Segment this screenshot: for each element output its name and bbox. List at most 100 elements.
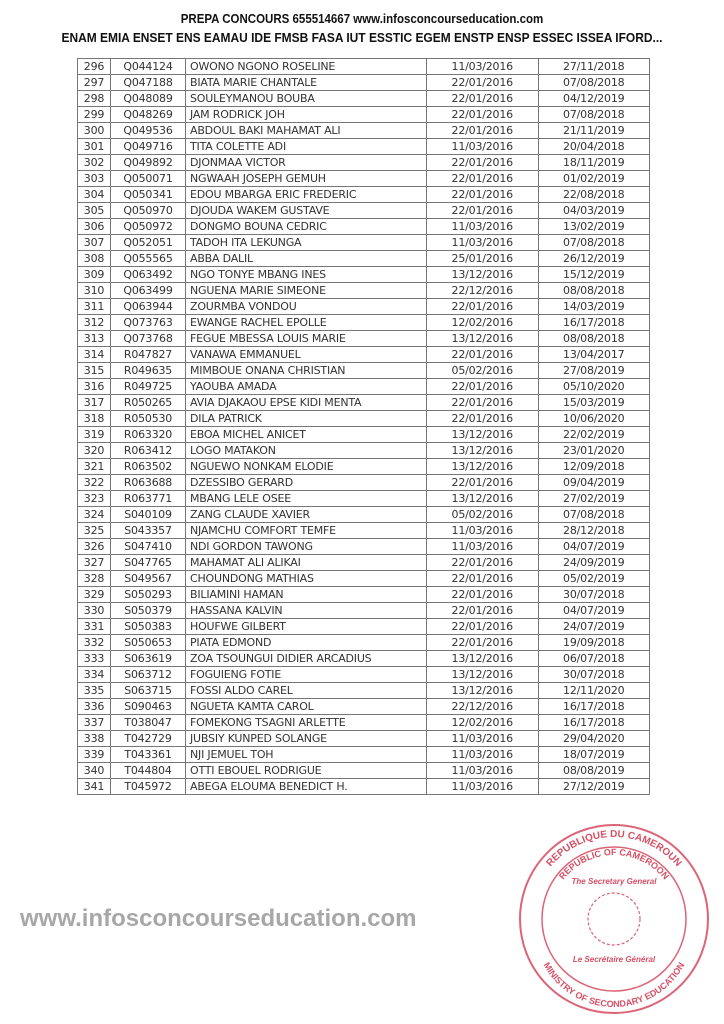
row-number: 322 — [77, 474, 111, 491]
candidate-code: S047765 — [110, 554, 186, 571]
candidate-code: Q050341 — [110, 186, 186, 203]
table-row: 302 Q049892 DJONMAA VICTOR 22/01/2016 18/11/… — [77, 154, 650, 171]
date-1: 22/01/2016 — [426, 202, 539, 219]
row-number: 331 — [77, 618, 111, 635]
date-2: 28/12/2018 — [537, 522, 650, 539]
table-row: 338 T042729 JUBSIY KUNPED SOLANGE 11/03/201… — [77, 730, 650, 747]
date-2: 27/02/2019 — [537, 490, 650, 507]
candidate-code: T038047 — [110, 714, 186, 731]
date-1: 11/03/2016 — [426, 522, 539, 539]
date-1: 13/12/2016 — [426, 458, 539, 475]
date-2: 10/06/2020 — [537, 410, 650, 427]
date-2: 04/03/2019 — [537, 202, 650, 219]
date-2: 09/04/2019 — [537, 474, 650, 491]
date-2: 21/11/2019 — [537, 122, 650, 139]
candidate-name: NDI GORDON TAWONG — [185, 538, 427, 555]
date-1: 22/01/2016 — [426, 634, 539, 651]
date-2: 04/07/2019 — [537, 538, 650, 555]
date-1: 13/12/2016 — [426, 442, 539, 459]
candidate-name: OWONO NGONO ROSELINE — [185, 58, 427, 75]
date-1: 22/01/2016 — [426, 570, 539, 587]
candidate-code: R063502 — [110, 458, 186, 475]
row-number: 316 — [77, 378, 111, 395]
date-1: 11/03/2016 — [426, 138, 539, 155]
candidate-name: TADOH ITA LEKUNGA — [185, 234, 427, 251]
table-row: 310 Q063499 NGUENA MARIE SIMEONE 22/12/2016… — [77, 282, 650, 299]
date-2: 14/03/2019 — [537, 298, 650, 315]
candidate-code: S049567 — [110, 570, 186, 587]
table-row: 309 Q063492 NGO TONYE MBANG INES 13/12/2016… — [77, 266, 650, 283]
row-number: 305 — [77, 202, 111, 219]
candidate-name: BIATA MARIE CHANTALE — [185, 74, 427, 91]
candidate-code: Q063944 — [110, 298, 186, 315]
table-row: 336 S090463 NGUETA KAMTA CAROL 22/12/2016 16… — [77, 698, 650, 715]
date-2: 22/02/2019 — [537, 426, 650, 443]
row-number: 314 — [77, 346, 111, 363]
candidate-name: FEGUE MBESSA LOUIS MARIE — [185, 330, 427, 347]
date-1: 22/01/2016 — [426, 554, 539, 571]
candidate-code: R047827 — [110, 346, 186, 363]
row-number: 315 — [77, 362, 111, 379]
candidate-name: PIATA EDMOND — [185, 634, 427, 651]
date-1: 11/03/2016 — [426, 762, 539, 779]
candidate-code: S063715 — [110, 682, 186, 699]
row-number: 336 — [77, 698, 111, 715]
candidate-name: OTTI EBOUEL RODRIGUE — [185, 762, 427, 779]
date-2: 24/07/2019 — [537, 618, 650, 635]
row-number: 329 — [77, 586, 111, 603]
date-1: 13/12/2016 — [426, 266, 539, 283]
date-1: 13/12/2016 — [426, 682, 539, 699]
table-row: 337 T038047 FOMEKONG TSAGNI ARLETTE 12/02/2… — [77, 714, 650, 731]
candidate-code: Q073763 — [110, 314, 186, 331]
date-2: 06/07/2018 — [537, 650, 650, 667]
table-row: 321 R063502 NGUEWO NONKAM ELODIE 13/12/2016… — [77, 458, 650, 475]
date-1: 13/12/2016 — [426, 490, 539, 507]
table-row: 332 S050653 PIATA EDMOND 22/01/2016 19/09/20… — [77, 634, 650, 651]
row-number: 340 — [77, 762, 111, 779]
candidate-code: R049725 — [110, 378, 186, 395]
date-2: 13/02/2019 — [537, 218, 650, 235]
table-row: 324 S040109 ZANG CLAUDE XAVIER 05/02/2016 07… — [77, 506, 650, 523]
candidate-name: CHOUNDONG MATHIAS — [185, 570, 427, 587]
svg-text:MINISTRY OF SECONDARY EDUCATIO: MINISTRY OF SECONDARY EDUCATION — [542, 961, 687, 1009]
candidate-code: S050293 — [110, 586, 186, 603]
date-1: 12/02/2016 — [426, 714, 539, 731]
candidate-code: Q049536 — [110, 122, 186, 139]
date-2: 13/04/2017 — [537, 346, 650, 363]
candidate-code: Q050071 — [110, 170, 186, 187]
date-2: 16/17/2018 — [537, 714, 650, 731]
date-1: 22/01/2016 — [426, 298, 539, 315]
date-2: 18/07/2019 — [537, 746, 650, 763]
candidate-code: R050530 — [110, 410, 186, 427]
candidate-code: R063412 — [110, 442, 186, 459]
date-1: 13/12/2016 — [426, 650, 539, 667]
table-row: 304 Q050341 EDOU MBARGA ERIC FREDERIC 22/01… — [77, 186, 650, 203]
candidate-code: Q048089 — [110, 90, 186, 107]
date-1: 05/02/2016 — [426, 506, 539, 523]
table-row: 303 Q050071 NGWAAH JOSEPH GEMUH 22/01/2016 0… — [77, 170, 650, 187]
candidate-code: T042729 — [110, 730, 186, 747]
date-1: 13/12/2016 — [426, 426, 539, 443]
candidate-name: ZANG CLAUDE XAVIER — [185, 506, 427, 523]
date-2: 07/08/2018 — [537, 234, 650, 251]
header-line-1: PREPA CONCOURS 655514667 www.infosconcou… — [180, 12, 544, 26]
row-number: 306 — [77, 218, 111, 235]
candidate-name: HOUFWE GILBERT — [185, 618, 427, 635]
table-row: 331 S050383 HOUFWE GILBERT 22/01/2016 24/07/… — [77, 618, 650, 635]
table-row: 306 Q050972 DONGMO BOUNA CEDRIC 11/03/2016 1… — [77, 218, 650, 235]
table-row: 318 R050530 DILA PATRICK 22/01/2016 10/06/20… — [77, 410, 650, 427]
row-number: 312 — [77, 314, 111, 331]
date-2: 07/08/2018 — [537, 74, 650, 91]
candidate-name: MBANG LELE OSEE — [185, 490, 427, 507]
candidate-name: NGO TONYE MBANG INES — [185, 266, 427, 283]
date-2: 12/11/2020 — [537, 682, 650, 699]
date-1: 22/01/2016 — [426, 410, 539, 427]
date-1: 22/01/2016 — [426, 106, 539, 123]
row-number: 337 — [77, 714, 111, 731]
date-1: 13/12/2016 — [426, 330, 539, 347]
candidate-code: Q049892 — [110, 154, 186, 171]
row-number: 296 — [77, 58, 111, 75]
date-1: 11/03/2016 — [426, 730, 539, 747]
date-2: 30/07/2018 — [537, 586, 650, 603]
table-row: 316 R049725 YAOUBA AMADA 22/01/2016 05/10/20… — [77, 378, 650, 395]
